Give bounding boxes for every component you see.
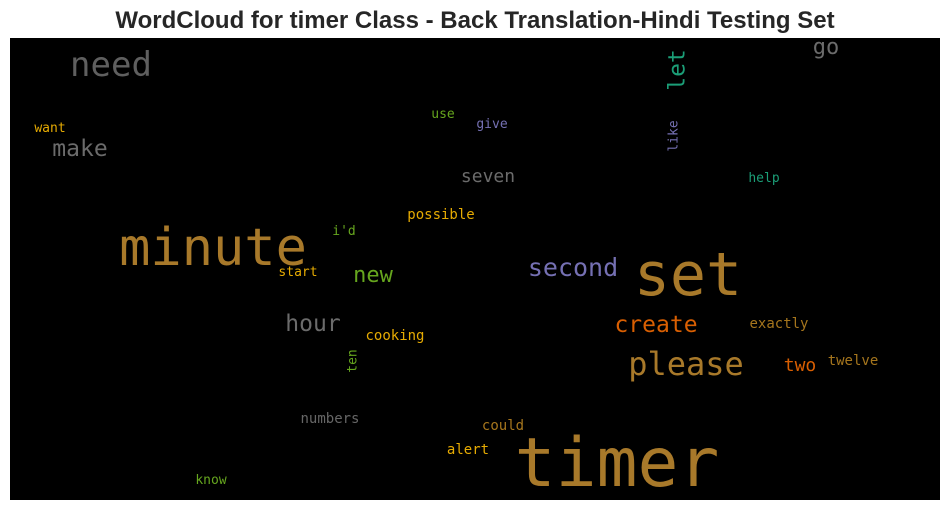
- word-ten: ten: [346, 349, 361, 372]
- word-exactly: exactly: [749, 316, 808, 332]
- word-need: need: [70, 45, 152, 85]
- word-numbers: numbers: [300, 411, 359, 427]
- word-timer: timer: [515, 424, 720, 500]
- word-alert: alert: [447, 442, 489, 458]
- word-seven: seven: [461, 166, 515, 187]
- word-hour: hour: [285, 311, 340, 337]
- word-new: new: [353, 263, 393, 288]
- wordcloud-panel: timer set minute need please second create hour…: [10, 35, 940, 503]
- word-two: two: [784, 355, 817, 376]
- word-cooking: cooking: [365, 328, 424, 344]
- word-create: create: [614, 312, 697, 338]
- word-know: know: [195, 473, 226, 488]
- chart-title: WordCloud for timer Class - Back Transla…: [115, 7, 835, 34]
- word-go: go: [813, 38, 840, 60]
- word-could: could: [482, 418, 524, 434]
- word-please: please: [628, 345, 744, 383]
- word-let: let: [665, 49, 691, 91]
- word-twelve: twelve: [828, 353, 879, 369]
- word-second: second: [528, 253, 618, 282]
- word-like: like: [667, 120, 682, 151]
- wordcloud-canvas: timer set minute need please second create hour…: [34, 35, 879, 503]
- word-make: make: [52, 136, 107, 162]
- word-set: set: [634, 240, 742, 310]
- word-minute: minute: [119, 218, 307, 278]
- word-id: i'd: [332, 224, 355, 239]
- word-give: give: [476, 117, 507, 132]
- word-help: help: [748, 171, 779, 186]
- word-use: use: [431, 107, 455, 122]
- word-want: want: [34, 121, 65, 136]
- word-start: start: [278, 265, 317, 280]
- word-possible: possible: [407, 207, 474, 223]
